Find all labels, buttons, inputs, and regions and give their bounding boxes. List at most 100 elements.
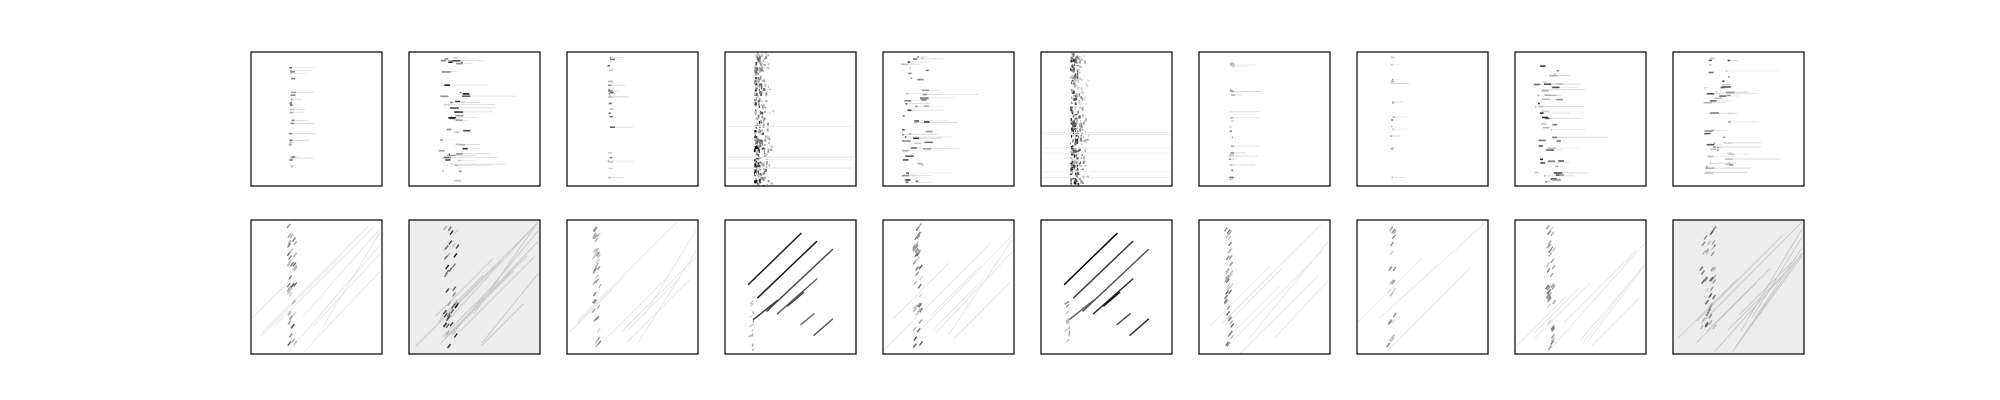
dot-mark xyxy=(455,153,463,156)
trail-mark xyxy=(1547,89,1586,91)
noise-mark xyxy=(1072,53,1074,56)
noise-mark xyxy=(1076,183,1078,185)
noise-mark xyxy=(765,135,768,137)
noise-mark xyxy=(1074,137,1077,140)
dot-mark xyxy=(1545,180,1548,183)
noise-mark xyxy=(1074,97,1077,101)
panel-content xyxy=(1515,52,1646,186)
noise-mark xyxy=(760,68,763,72)
panel-background xyxy=(1199,52,1330,186)
band-dash xyxy=(455,243,460,249)
band-dash xyxy=(451,292,457,297)
noise-mark xyxy=(1086,138,1089,141)
trail-mark xyxy=(295,156,300,158)
trail-mark xyxy=(926,94,979,95)
noise-mark xyxy=(754,136,757,138)
band-dash xyxy=(289,233,294,239)
noise-mark xyxy=(763,171,766,174)
noise-mark xyxy=(765,169,767,172)
band-dash xyxy=(1228,247,1233,253)
dot-mark xyxy=(1229,88,1232,91)
panel-frame xyxy=(408,219,541,355)
band-dash xyxy=(1389,226,1394,232)
panel-background xyxy=(883,52,1014,186)
trail-mark xyxy=(1714,171,1748,173)
noise-mark xyxy=(754,111,757,114)
dot-mark xyxy=(1392,102,1395,104)
band-dash xyxy=(445,330,450,336)
noise-mark xyxy=(1081,154,1083,157)
noise-mark xyxy=(1071,92,1074,94)
band-dash xyxy=(914,247,919,253)
dot-mark xyxy=(1552,136,1557,139)
dot-mark xyxy=(1728,76,1730,78)
band-dash xyxy=(1065,310,1070,315)
dot-mark xyxy=(462,147,468,150)
trail-mark xyxy=(292,104,297,106)
trail-mark xyxy=(446,60,484,61)
noise-mark xyxy=(763,121,765,123)
dot-mark xyxy=(608,90,613,92)
noise-mark xyxy=(759,123,761,125)
band-dash xyxy=(916,302,921,308)
dot-mark xyxy=(289,159,293,161)
trail-mark xyxy=(294,119,309,121)
noise-mark xyxy=(757,79,760,83)
band-dash xyxy=(1546,243,1551,249)
noise-mark xyxy=(1069,76,1072,79)
noise-mark xyxy=(1074,182,1077,185)
trail-mark xyxy=(455,155,477,156)
noise-mark xyxy=(756,131,758,134)
noise-mark xyxy=(759,132,762,135)
band-dash xyxy=(1225,274,1230,280)
noise-mark xyxy=(1073,74,1076,78)
noise-mark xyxy=(1073,65,1075,68)
noise-mark xyxy=(756,157,758,160)
dot-mark xyxy=(1230,164,1232,166)
dot-mark xyxy=(1717,149,1719,152)
noise-mark xyxy=(760,75,762,79)
dot-mark xyxy=(1710,112,1720,114)
noise-mark xyxy=(758,103,760,107)
band-dash xyxy=(290,323,295,329)
band-dash xyxy=(916,231,921,237)
noise-mark xyxy=(754,131,756,134)
dot-mark xyxy=(1538,139,1546,142)
dot-mark xyxy=(1552,179,1561,181)
diagonal-streak xyxy=(1733,247,1803,351)
noise-mark xyxy=(1072,79,1074,82)
noise-mark xyxy=(1079,128,1082,132)
noise-mark xyxy=(1082,90,1084,94)
noise-mark xyxy=(763,148,766,150)
diagonal-streak xyxy=(912,235,1013,338)
trail-mark xyxy=(611,84,627,86)
noise-mark xyxy=(760,174,762,177)
band-dash xyxy=(1547,240,1552,246)
noise-mark xyxy=(755,113,757,115)
band-dash xyxy=(1229,283,1234,289)
noise-mark xyxy=(757,52,759,56)
noise-mark xyxy=(1072,58,1074,61)
dot-mark xyxy=(905,181,909,184)
noise-mark xyxy=(1070,180,1072,182)
trail-mark xyxy=(1556,147,1579,149)
band-dash xyxy=(1548,252,1553,257)
noise-mark xyxy=(768,138,771,141)
band-dash xyxy=(1550,258,1555,264)
noise-mark xyxy=(765,57,767,59)
dot-mark xyxy=(1391,125,1393,128)
band-dash xyxy=(1065,338,1070,343)
noise-mark xyxy=(1072,90,1075,94)
band-dash xyxy=(751,328,754,333)
trail-mark xyxy=(454,163,506,165)
noise-mark xyxy=(755,103,757,105)
trail-mark xyxy=(294,109,306,110)
noise-mark xyxy=(1077,65,1080,67)
band-dash xyxy=(1705,250,1710,256)
band-dash xyxy=(1227,289,1233,295)
band-dash xyxy=(1224,341,1230,347)
band-dash xyxy=(287,310,292,316)
dot-mark xyxy=(910,147,917,149)
trail-mark xyxy=(460,160,477,161)
noise-mark xyxy=(1072,152,1075,156)
